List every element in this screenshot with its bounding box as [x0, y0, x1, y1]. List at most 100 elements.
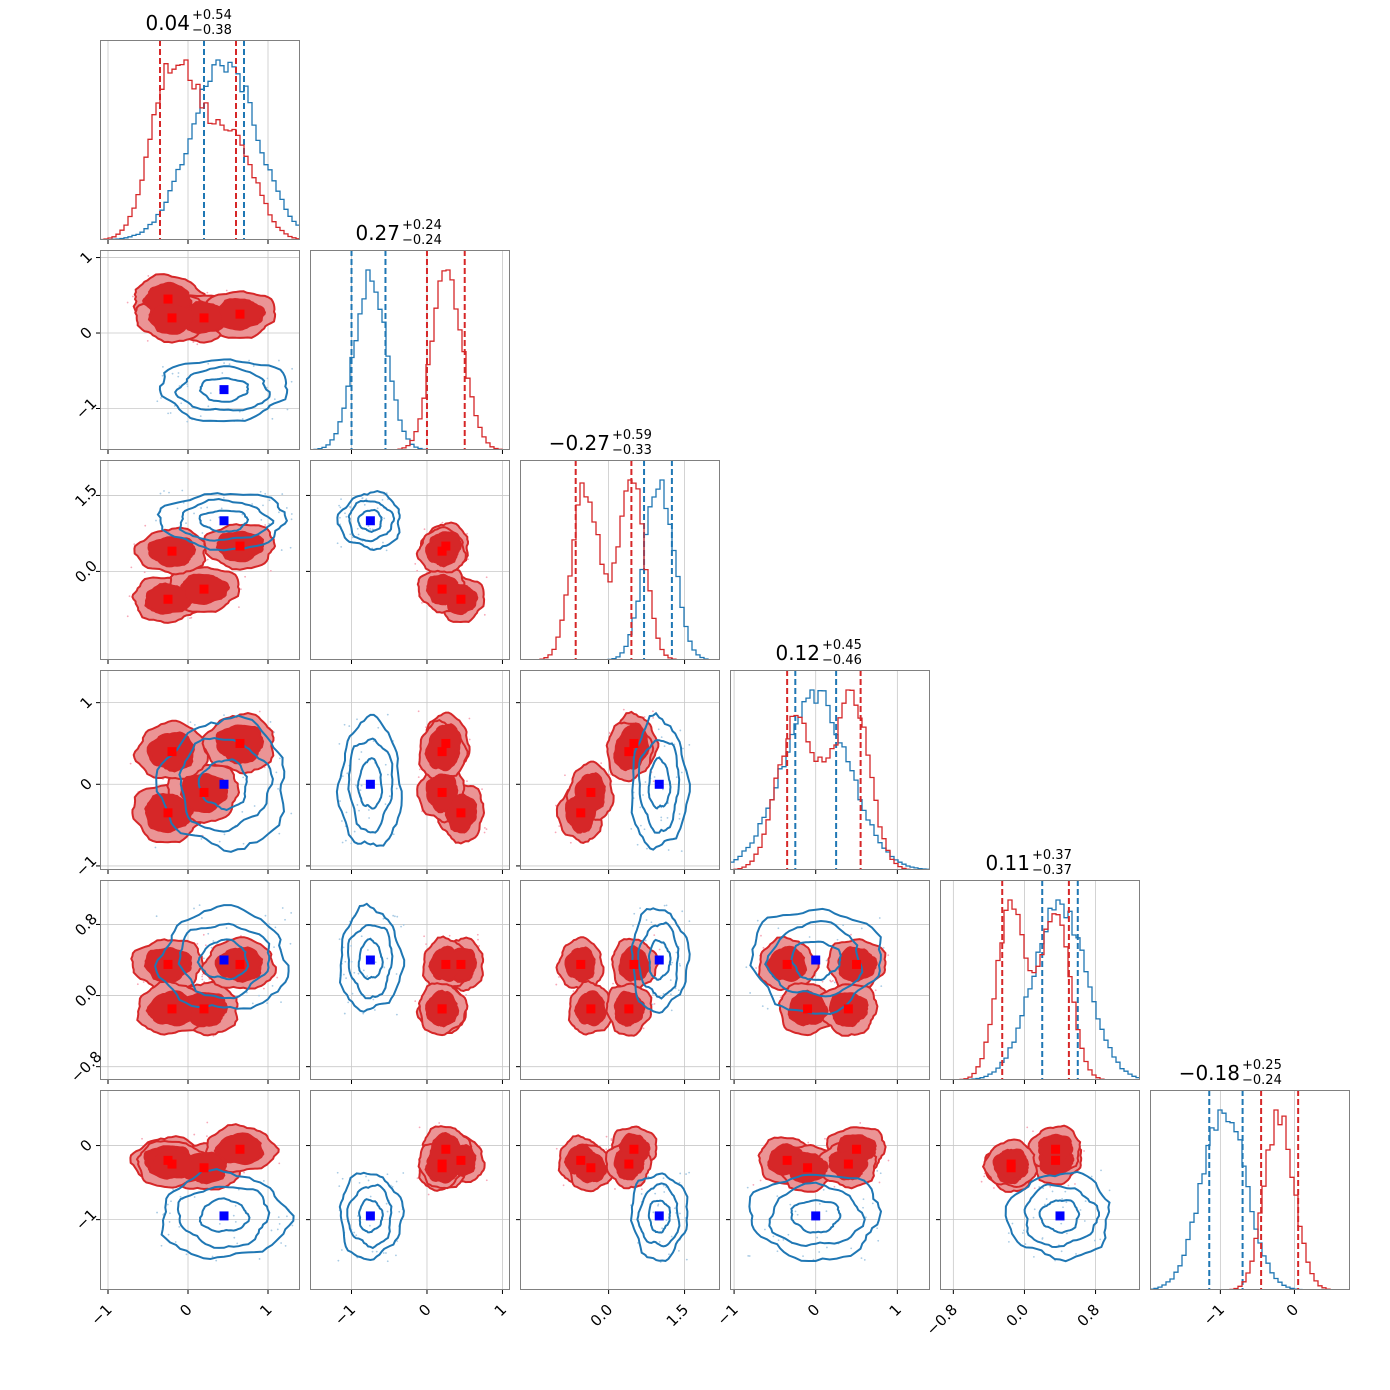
scatter-dot: [365, 1175, 367, 1178]
scatter-dot: [1099, 1238, 1102, 1241]
scatter-dot: [760, 934, 762, 937]
blue-contour: [197, 758, 248, 812]
scatter-dot: [356, 718, 358, 721]
scatter-dot: [209, 519, 212, 522]
panel-frame: [310, 670, 510, 870]
scatter-dot: [178, 1225, 181, 1228]
scatter-dot: [128, 595, 131, 598]
scatter-dot: [395, 1254, 397, 1257]
scatter-dot: [286, 408, 289, 411]
scatter-dot: [342, 946, 345, 949]
scatter-dot: [652, 710, 654, 713]
scatter-dot: [359, 789, 362, 792]
histogram-red: [310, 269, 510, 450]
blue-marker: [219, 779, 229, 789]
panel-frame: [310, 460, 510, 660]
scatter-dot: [554, 804, 557, 807]
scatter-dot: [130, 566, 133, 569]
scatter-dot: [680, 850, 683, 853]
scatter-dot: [269, 569, 272, 572]
scatter-dot: [1042, 1187, 1045, 1190]
scatter-dot: [376, 507, 379, 510]
scatter-dot: [271, 984, 274, 987]
scatter-dot: [193, 724, 196, 726]
scatter-dot: [467, 558, 469, 561]
scatter-dot: [386, 713, 389, 716]
x-tick-label: 0.8: [1074, 1301, 1104, 1331]
red-marker: [163, 294, 173, 304]
scatter-dot: [189, 617, 191, 619]
red-marker: [235, 738, 245, 748]
scatter-dot: [241, 810, 244, 813]
scatter-dot: [671, 961, 674, 964]
blue-contour: [647, 938, 672, 981]
scatter-dot: [653, 1002, 656, 1005]
panel-4-3: [726, 880, 930, 1084]
scatter-dot: [355, 1234, 358, 1237]
scatter-dot: [373, 1009, 376, 1011]
scatter-dot: [345, 515, 348, 518]
scatter-dot: [688, 743, 691, 746]
scatter-dot: [448, 934, 451, 937]
scatter-dot: [176, 507, 179, 510]
scatter-dot: [876, 1169, 879, 1172]
scatter-dot: [632, 925, 634, 927]
histogram-red: [940, 899, 1140, 1080]
scatter-dot: [762, 946, 765, 949]
scatter-dot: [639, 806, 642, 809]
scatter-dot: [141, 1137, 143, 1140]
scatter-dot: [341, 775, 344, 778]
blue-contour: [198, 377, 249, 403]
scatter-dot: [155, 915, 158, 918]
blue-contour: [637, 739, 681, 834]
scatter-dot: [218, 516, 220, 519]
panel-2-1: [306, 460, 510, 664]
scatter-dot: [818, 1203, 821, 1205]
panel-4-0: −0.80.00.8: [67, 880, 300, 1086]
scatter-dot: [653, 776, 656, 778]
scatter-dot: [338, 742, 341, 745]
y-tick-label: 1: [76, 248, 95, 267]
scatter-dot: [367, 809, 370, 811]
blue-contour: [178, 736, 274, 833]
scatter-dot: [344, 960, 347, 963]
scatter-dot: [640, 1188, 643, 1191]
scatter-dot: [465, 994, 467, 996]
scatter-dot: [779, 996, 782, 999]
y-tick-label: 0: [76, 323, 95, 342]
scatter-dot: [678, 813, 681, 815]
red-marker: [199, 787, 209, 797]
blue-contour: [1004, 1170, 1111, 1263]
scatter-dot: [673, 1207, 676, 1210]
scatter-dot: [174, 1241, 177, 1243]
hist-title-minus: −0.33: [612, 443, 652, 458]
scatter-dot: [1026, 1126, 1029, 1129]
scatter-dot: [466, 532, 468, 535]
scatter-dot: [642, 794, 644, 796]
scatter-dot: [863, 1259, 866, 1261]
red-marker: [437, 584, 447, 594]
blue-contour: [356, 757, 384, 810]
scatter-dot: [652, 716, 655, 719]
blue-contour: [178, 497, 275, 542]
scatter-dot: [350, 842, 353, 845]
scatter-dot: [665, 904, 668, 907]
scatter-dot: [193, 907, 195, 910]
scatter-dot: [201, 975, 204, 978]
scatter-dot: [207, 405, 210, 408]
scatter-dot: [366, 975, 369, 978]
hist-panel-0: 0.04 +0.54−0.38: [100, 8, 300, 244]
scatter-dot: [678, 1181, 681, 1184]
scatter-dot: [186, 383, 189, 386]
scatter-dot: [263, 766, 266, 769]
scatter-dot: [177, 375, 180, 378]
scatter-dot: [608, 731, 611, 734]
scatter-dot: [748, 1255, 751, 1257]
scatter-dot: [167, 1233, 170, 1236]
scatter-dot: [240, 588, 242, 591]
hist-title-plus: +0.54: [192, 8, 232, 23]
scatter-dot: [393, 915, 396, 918]
scatter-dot: [357, 533, 360, 536]
scatter-dot: [136, 983, 139, 986]
